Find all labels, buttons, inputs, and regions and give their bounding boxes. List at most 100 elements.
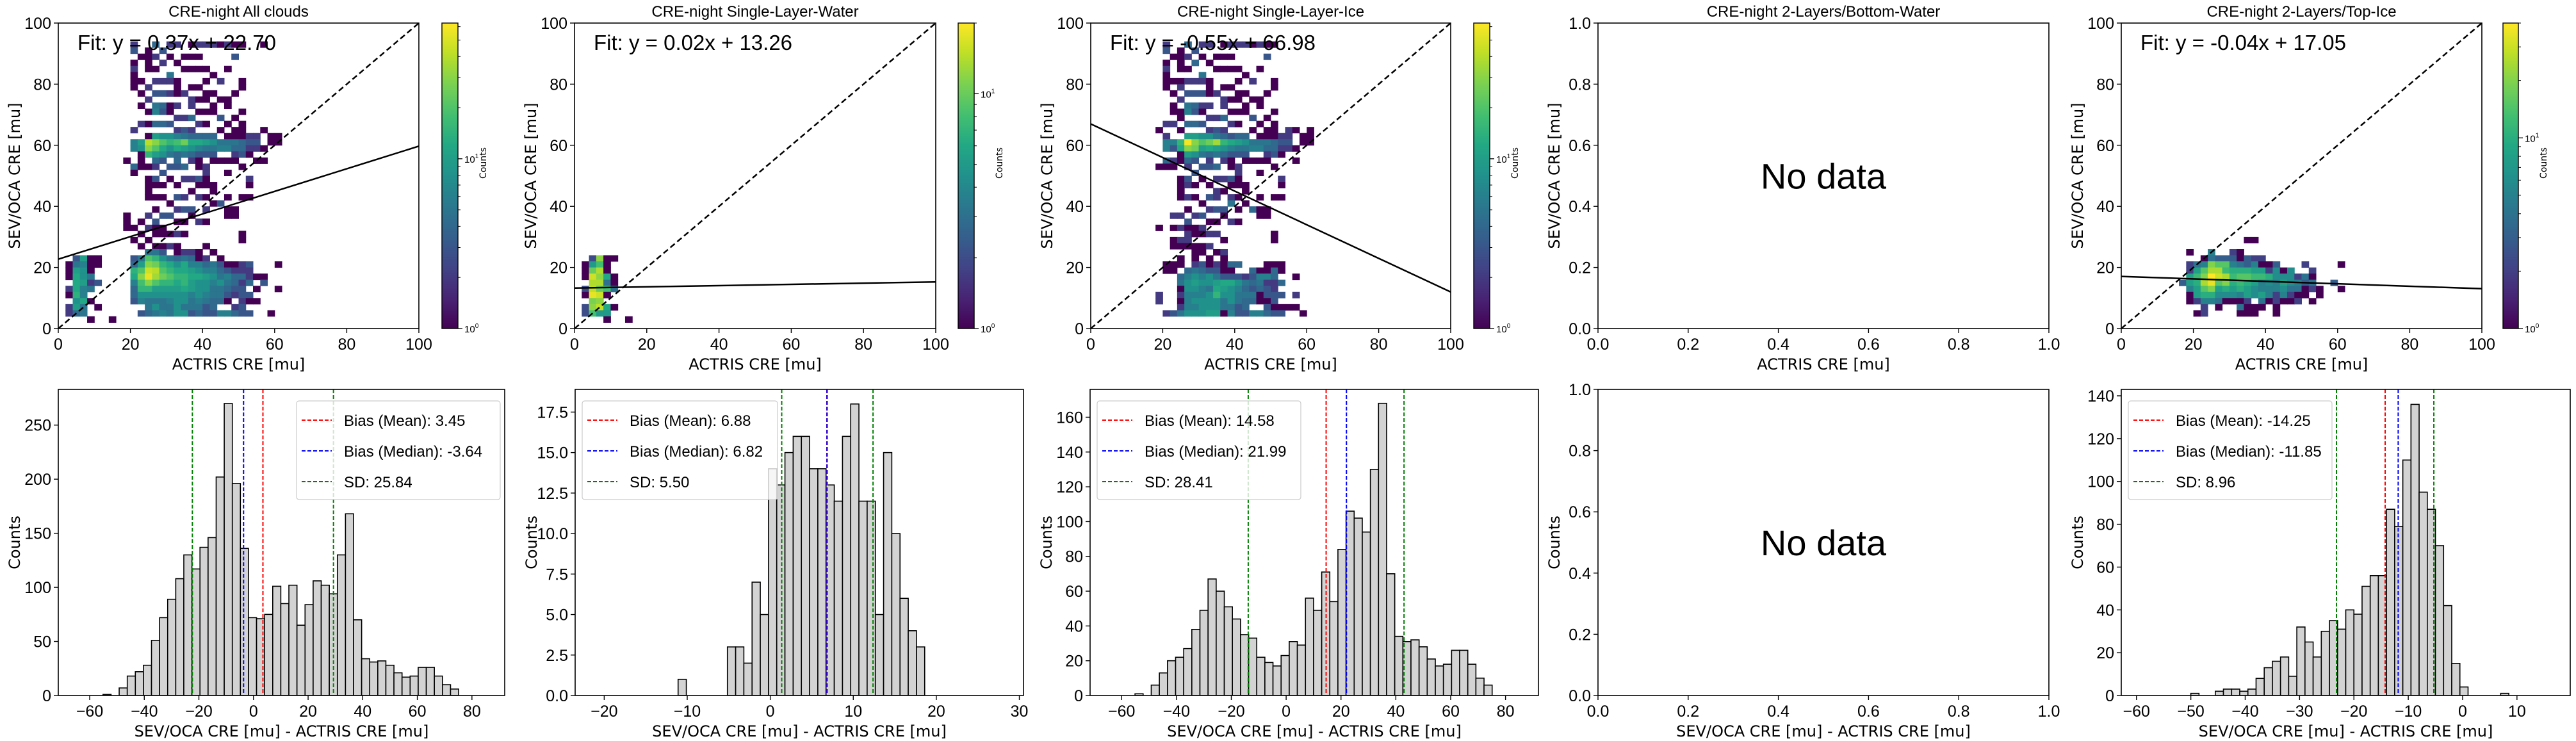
- heatmap-cell: [2265, 286, 2273, 293]
- heatmap-cell: [159, 243, 167, 250]
- heatmap-cell: [1177, 115, 1185, 122]
- axes-frame: [1089, 389, 1539, 696]
- heatmap-cell: [1263, 273, 1271, 281]
- y-axis-label: Counts: [1545, 516, 1563, 569]
- heatmap-cell: [1177, 286, 1185, 293]
- heatmap-cell: [216, 200, 225, 207]
- heatmap-cell: [2265, 267, 2273, 274]
- heatmap-cell: [152, 145, 160, 152]
- y-tick-label: 200: [24, 471, 51, 489]
- heatmap-cell: [267, 139, 275, 146]
- heatmap-cell: [2258, 298, 2266, 305]
- chart-title: CRE-night Single-Layer-Ice: [1177, 3, 1364, 20]
- heatmap-cell: [1242, 279, 1250, 286]
- heatmap-cell: [1191, 139, 1200, 146]
- heatmap-cell: [188, 157, 196, 164]
- histogram-bar: [874, 614, 884, 696]
- heatmap-cell: [1249, 298, 1257, 305]
- heatmap-cell: [2251, 291, 2259, 298]
- histogram-bar: [167, 598, 177, 696]
- heatmap-cell: [152, 133, 160, 140]
- heatmap-cell: [1234, 139, 1243, 146]
- x-tick-label: 60: [1298, 336, 1316, 354]
- heatmap-cell: [582, 286, 590, 293]
- colorbar-tick-label: 100: [464, 323, 479, 335]
- heatmap-cell: [195, 291, 203, 298]
- heatmap-cell: [1177, 84, 1185, 91]
- heatmap-cell: [79, 261, 88, 268]
- heatmap-cell: [1271, 77, 1278, 85]
- heatmap-cell: [181, 261, 189, 268]
- heatmap-cell: [195, 255, 203, 262]
- heatmap-cell: [1271, 279, 1278, 286]
- heatmap-cell: [1249, 96, 1257, 103]
- y-tick-label: 60: [1066, 137, 1084, 155]
- heatmap-cell: [152, 298, 160, 305]
- heatmap-cell: [1205, 102, 1214, 110]
- heatmap-cell: [202, 182, 210, 189]
- heatmap-cell: [1249, 310, 1257, 317]
- heatmap-cell: [188, 115, 196, 122]
- legend-frame: [296, 400, 501, 500]
- heatmap-cell: [610, 279, 619, 286]
- heatmap-cell: [603, 316, 611, 323]
- heatmap-cell: [1184, 120, 1192, 127]
- histogram-bar: [1289, 641, 1298, 696]
- heatmap-cell: [1271, 304, 1278, 311]
- heatmap-cell: [603, 273, 611, 281]
- histogram-bar: [1248, 637, 1258, 696]
- heatmap-cell: [195, 139, 203, 146]
- heatmap-cell: [2258, 261, 2266, 268]
- heatmap-cell: [1227, 157, 1235, 164]
- heatmap-cell: [145, 224, 152, 231]
- heatmap-cell: [1292, 291, 1300, 298]
- x-tick-label: −20: [185, 703, 212, 721]
- heatmap-cell: [159, 304, 167, 311]
- histogram-bar: [425, 667, 435, 696]
- heatmap-cell: [216, 261, 225, 268]
- heatmap-cell: [145, 47, 152, 54]
- legend-frame: [1096, 400, 1301, 500]
- heatmap-cell: [1234, 286, 1243, 293]
- identity-line: [1091, 23, 1451, 329]
- heatmap-cell: [2251, 255, 2259, 262]
- histogram-bar: [409, 675, 419, 696]
- histogram-bar: [304, 604, 314, 696]
- histogram-bar: [726, 646, 737, 696]
- heatmap-cell: [174, 206, 181, 213]
- heatmap-cell: [2265, 273, 2273, 281]
- heatmap-cell: [2215, 267, 2223, 274]
- heatmap-cell: [1271, 231, 1278, 238]
- y-tick-label: 60: [550, 137, 567, 155]
- heatmap-cell: [1213, 291, 1221, 298]
- heatmap-cell: [224, 261, 232, 268]
- heatmap-cell: [87, 267, 95, 274]
- histogram-bar: [2434, 545, 2445, 696]
- heatmap-cell: [159, 248, 167, 256]
- heatmap-cell: [1177, 310, 1185, 317]
- heatmap-cell: [1213, 145, 1221, 152]
- heatmap-cell: [245, 175, 254, 183]
- histogram-bar: [143, 664, 152, 696]
- heatmap-cell: [152, 206, 160, 213]
- heatmap-cell: [1234, 77, 1243, 85]
- y-tick-label: 0.2: [1569, 259, 1591, 277]
- y-axis-label: SEV/OCA CRE [mu]: [522, 102, 540, 248]
- histogram-bar: [1159, 672, 1168, 696]
- heatmap-cell: [1249, 139, 1257, 146]
- heatmap-cell: [1256, 194, 1264, 201]
- heatmap-cell: [589, 286, 597, 293]
- heatmap-cell: [1220, 279, 1228, 286]
- heatmap-cell: [181, 145, 189, 152]
- heatmap-cell: [72, 291, 81, 298]
- heatmap-cell: [159, 120, 167, 127]
- heatmap-cell: [195, 248, 203, 256]
- heatmap-cell: [1170, 120, 1178, 127]
- x-axis-label: SEV/OCA CRE [mu] - ACTRIS CRE [mu]: [2199, 722, 2493, 740]
- legend-item-mean: Bias (Mean): -14.25: [2176, 412, 2311, 430]
- heatmap-cell: [145, 304, 152, 311]
- heatmap-cell: [1256, 65, 1264, 72]
- heatmap-cell: [1227, 133, 1235, 140]
- heatmap-cell: [1256, 133, 1264, 140]
- heatmap-cell: [145, 139, 152, 146]
